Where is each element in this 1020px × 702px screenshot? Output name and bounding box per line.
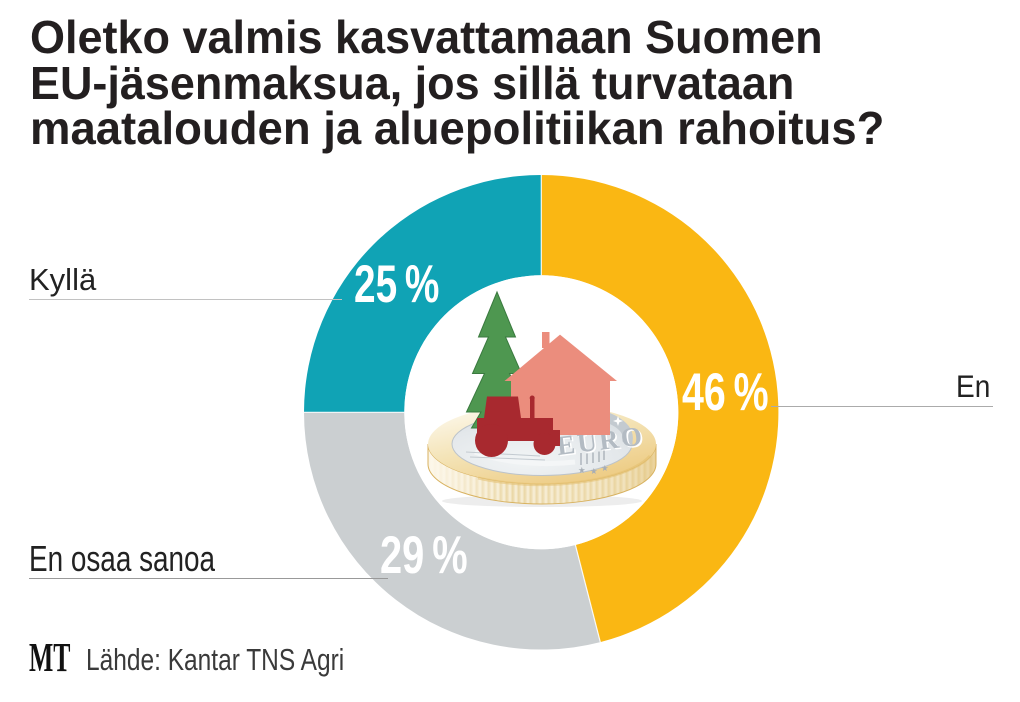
svg-text:★: ★ (578, 465, 586, 475)
svg-text:★: ★ (601, 463, 609, 473)
svg-text:★: ★ (590, 466, 598, 476)
